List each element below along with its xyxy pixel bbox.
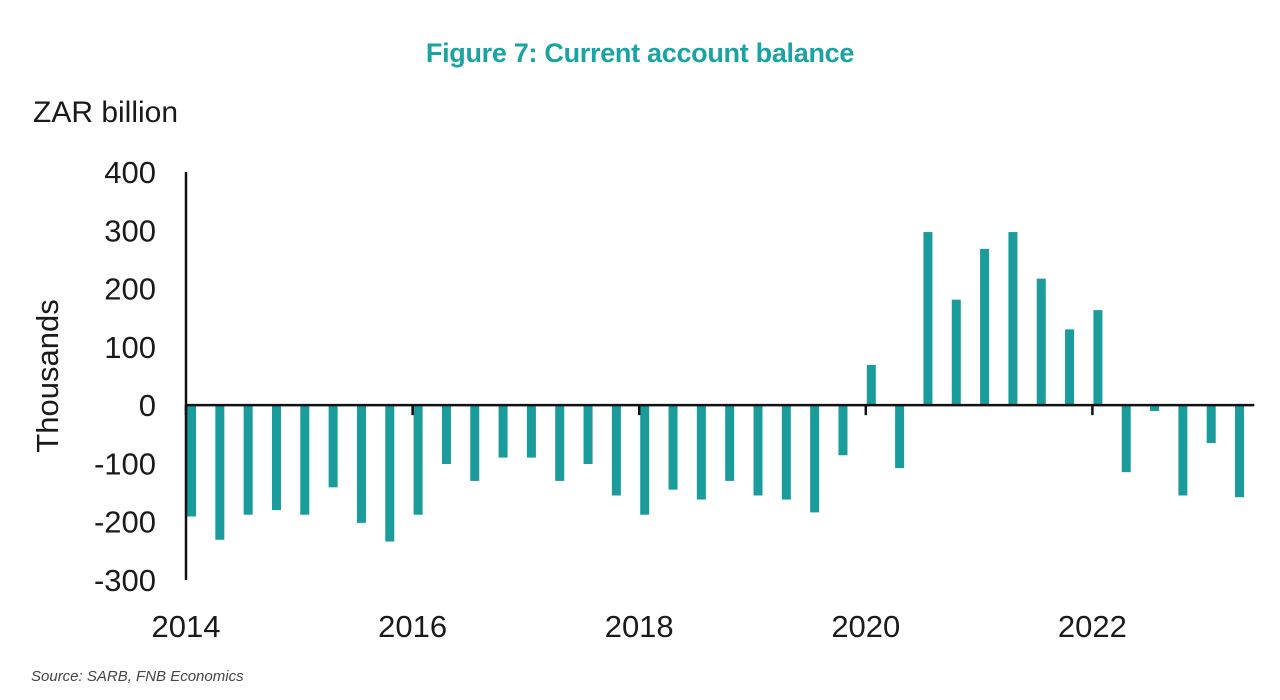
bar-2015Q2 <box>328 405 338 488</box>
bar-2015Q3 <box>356 405 366 523</box>
x-tick-labels: 2014 2016 2018 2020 2022 <box>152 609 1127 644</box>
bar-2018Q1 <box>640 405 650 515</box>
bar-2016Q2 <box>441 405 451 465</box>
bar-2016Q3 <box>470 405 480 481</box>
x-tick-label: 2020 <box>831 609 900 644</box>
bar-2023Q2 <box>1235 405 1245 498</box>
bar-2018Q4 <box>725 405 735 481</box>
chart-title: Figure 7: Current account balance <box>425 38 855 68</box>
unit-label: ZAR billion <box>33 96 179 129</box>
bar-2021Q3 <box>1036 278 1046 406</box>
source-note: Source: SARB, FNB Economics <box>31 668 244 685</box>
bar-2023Q1 <box>1206 405 1216 444</box>
bar-2022Q2 <box>1121 405 1131 473</box>
bar-2022Q4 <box>1178 405 1188 496</box>
y-tick-labels: 400 300 200 100 0 -100 -200 -300 <box>94 155 156 598</box>
bar-2017Q3 <box>583 405 593 465</box>
bar-2020Q2 <box>895 405 905 469</box>
bar-2019Q3 <box>810 405 820 513</box>
bar-2022Q3 <box>1150 405 1160 411</box>
x-tick-label: 2014 <box>152 609 221 644</box>
bar-2020Q4 <box>951 299 961 406</box>
bar-2019Q4 <box>838 405 848 456</box>
bar-2017Q2 <box>555 405 565 481</box>
bars-group <box>187 232 1245 542</box>
bar-2017Q1 <box>526 405 536 458</box>
bar-2016Q1 <box>413 405 423 515</box>
bar-2016Q4 <box>498 405 508 458</box>
bar-2017Q4 <box>611 405 621 496</box>
bar-2014Q2 <box>215 405 225 540</box>
axes-group <box>184 172 1255 580</box>
y-tick-label: 400 <box>104 155 156 190</box>
bar-2021Q2 <box>1008 232 1018 406</box>
bar-2019Q2 <box>781 405 791 500</box>
y-tick-label: 200 <box>104 272 156 307</box>
bar-2015Q1 <box>300 405 310 515</box>
bar-2019Q1 <box>753 405 763 496</box>
y-axis-label: Thousands <box>30 299 65 452</box>
bar-2018Q2 <box>668 405 678 490</box>
bar-2014Q4 <box>271 405 281 511</box>
x-tick-label: 2018 <box>605 609 674 644</box>
bar-2014Q1 <box>187 405 196 517</box>
x-tick-label: 2022 <box>1058 609 1127 644</box>
y-tick-label: 0 <box>139 388 156 423</box>
y-tick-label: -200 <box>94 505 156 540</box>
y-tick-label: 300 <box>104 213 156 248</box>
bar-2020Q1 <box>866 364 876 406</box>
y-tick-label: 100 <box>104 330 156 365</box>
x-tick-label: 2016 <box>378 609 447 644</box>
bar-2021Q4 <box>1065 329 1075 406</box>
bar-2021Q1 <box>980 248 990 406</box>
y-tick-label: -300 <box>94 563 156 598</box>
bar-2015Q4 <box>385 405 395 542</box>
bar-2018Q3 <box>696 405 706 500</box>
bar-2022Q1 <box>1093 310 1103 406</box>
bar-2020Q3 <box>923 232 933 406</box>
bar-2014Q3 <box>243 405 253 515</box>
y-tick-label: -100 <box>94 446 156 481</box>
